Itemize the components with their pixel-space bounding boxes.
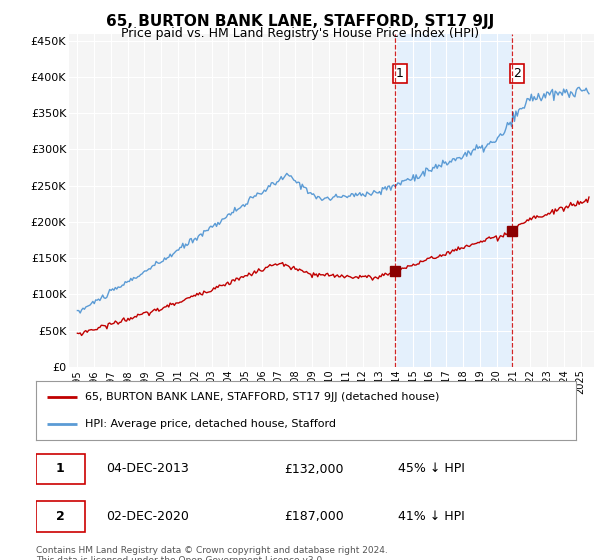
Text: 2: 2	[513, 67, 521, 80]
Text: 65, BURTON BANK LANE, STAFFORD, ST17 9JJ: 65, BURTON BANK LANE, STAFFORD, ST17 9JJ	[106, 14, 494, 29]
Text: 45% ↓ HPI: 45% ↓ HPI	[398, 463, 464, 475]
Text: 2: 2	[56, 510, 65, 523]
Bar	[395, 34, 512, 367]
Text: £132,000: £132,000	[284, 463, 344, 475]
Text: 1: 1	[396, 67, 404, 80]
FancyBboxPatch shape	[36, 454, 85, 484]
Text: HPI: Average price, detached house, Stafford: HPI: Average price, detached house, Staf…	[85, 419, 335, 429]
Text: Price paid vs. HM Land Registry's House Price Index (HPI): Price paid vs. HM Land Registry's House …	[121, 27, 479, 40]
Text: Contains HM Land Registry data © Crown copyright and database right 2024.
This d: Contains HM Land Registry data © Crown c…	[36, 546, 388, 560]
Text: 41% ↓ HPI: 41% ↓ HPI	[398, 510, 464, 523]
FancyBboxPatch shape	[36, 502, 85, 532]
Text: £187,000: £187,000	[284, 510, 344, 523]
Text: 04-DEC-2013: 04-DEC-2013	[106, 463, 189, 475]
Text: 02-DEC-2020: 02-DEC-2020	[106, 510, 189, 523]
Text: 65, BURTON BANK LANE, STAFFORD, ST17 9JJ (detached house): 65, BURTON BANK LANE, STAFFORD, ST17 9JJ…	[85, 391, 439, 402]
Text: 1: 1	[56, 463, 65, 475]
